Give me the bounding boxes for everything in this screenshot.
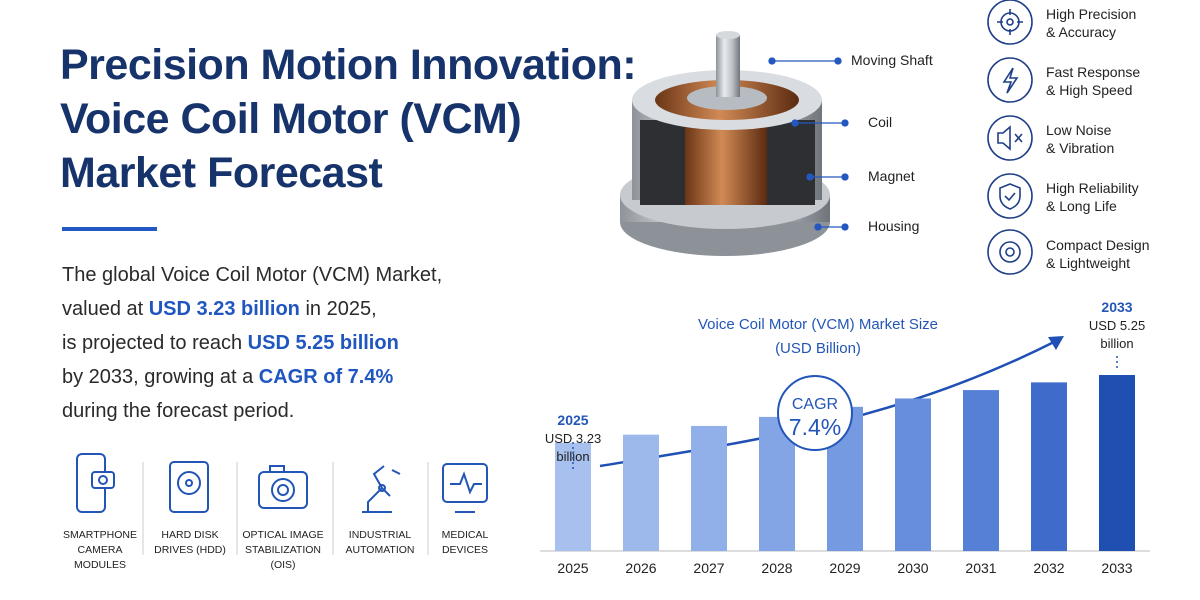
annotation-text: USD 3.23: [545, 431, 601, 446]
feature-line: High Reliability: [1046, 180, 1139, 196]
feature: Low Noise & Vibration: [1046, 121, 1114, 157]
app-label: SMARTPHONE CAMERA MODULES: [50, 528, 150, 573]
feature-line: High Precision: [1046, 6, 1137, 22]
motor-label: Magnet: [868, 168, 915, 184]
bar: [1031, 382, 1067, 551]
feature-line: Low Noise: [1046, 122, 1112, 138]
chart-title: (USD Billion): [775, 340, 861, 357]
bar: [963, 390, 999, 551]
cagr-value: 7.4%: [789, 414, 841, 440]
app-line: DRIVES (HDD): [154, 544, 226, 556]
x-tick-label: 2033: [1101, 560, 1132, 576]
app-line: STABILIZATION: [244, 544, 322, 556]
app-label: MEDICAL DEVICES: [415, 528, 515, 558]
feature: High Precision & Accuracy: [1046, 5, 1136, 41]
motor-label: Moving Shaft: [851, 52, 933, 68]
bar: [1099, 375, 1135, 551]
app-icons: [76, 453, 488, 513]
x-tick-label: 2031: [965, 560, 996, 576]
app-label: HARD DISK DRIVES (HDD): [140, 528, 240, 558]
app-line: DEVICES: [441, 544, 489, 556]
x-tick-label: 2027: [693, 560, 724, 576]
text: in 2025,: [299, 298, 377, 320]
chart-title: Voice Coil Motor (VCM) Market Size: [698, 316, 938, 333]
feature-line: & Lightweight: [1046, 255, 1131, 271]
feature: Compact Design & Lightweight: [1046, 236, 1150, 272]
annotation-text: billion: [1100, 336, 1133, 351]
motor-label: Housing: [868, 218, 920, 234]
x-tick-label: 2025: [557, 560, 588, 576]
description: The global Voice Coil Motor (VCM) Market…: [62, 258, 442, 428]
title: Precision Motion Innovation: Voice Coil …: [60, 38, 637, 200]
feature-line: Fast Response: [1046, 64, 1141, 80]
feature-line: & Long Life: [1046, 198, 1117, 214]
app-line: MEDICAL: [441, 529, 489, 541]
highlight: USD 5.25 billion: [247, 332, 399, 354]
app-line: INDUSTRIAL: [348, 529, 412, 541]
x-tick-label: 2028: [761, 560, 792, 576]
feature-line: & High Speed: [1046, 82, 1133, 98]
app-line: AUTOMATION: [345, 544, 415, 556]
app-line: OPTICAL IMAGE: [242, 529, 324, 541]
app-line: (OIS): [270, 559, 296, 571]
underline: [62, 227, 157, 231]
text: is projected to reach: [62, 332, 248, 354]
text: by 2033, growing at a: [62, 366, 259, 388]
text: valued at: [62, 298, 149, 320]
app-line: MODULES: [74, 559, 126, 571]
x-tick-label: 2026: [625, 560, 656, 576]
feature-icons: [987, 0, 1033, 275]
highlight: CAGR of 7.4%: [258, 366, 394, 388]
text: The global Voice Coil Motor (VCM) Market…: [62, 264, 443, 286]
title-line: Market Forecast: [60, 149, 383, 197]
app-line: SMARTPHONE: [63, 529, 137, 541]
annotation-text: billion: [556, 449, 589, 464]
title-line: Precision Motion Innovation:: [60, 41, 637, 89]
bar: [895, 398, 931, 551]
x-tick-label: 2030: [897, 560, 928, 576]
text: during the forecast period.: [62, 400, 295, 422]
arrow-head: [1048, 336, 1064, 350]
feature: Fast Response & High Speed: [1046, 63, 1140, 99]
bar: [691, 425, 727, 551]
title-line: Voice Coil Motor (VCM): [60, 95, 522, 143]
feature-line: & Accuracy: [1046, 24, 1117, 40]
motor-label: Coil: [868, 114, 893, 130]
x-tick-label: 2029: [829, 560, 860, 576]
bar: [555, 442, 591, 551]
x-tick-label: 2032: [1033, 560, 1064, 576]
annotation-text: USD 5.25: [1089, 318, 1145, 333]
app-line: HARD DISK: [161, 529, 219, 541]
annotation-year: 2033: [1101, 299, 1132, 315]
app-label: OPTICAL IMAGE STABILIZATION (OIS): [233, 528, 333, 573]
chart: Voice Coil Motor (VCM) Market Size (USD B…: [540, 299, 1150, 576]
app-label: INDUSTRIAL AUTOMATION: [330, 528, 430, 558]
bar: [623, 434, 659, 551]
motor-pointers: [768, 57, 849, 231]
cagr-label: CAGR: [792, 396, 838, 413]
annotation-year: 2025: [557, 412, 588, 428]
app-line: CAMERA: [77, 544, 123, 556]
feature-line: Compact Design: [1046, 237, 1150, 253]
motor-illustration: [620, 31, 830, 256]
highlight: USD 3.23 billion: [148, 298, 300, 320]
feature: High Reliability & Long Life: [1046, 179, 1139, 215]
separators: [142, 462, 429, 555]
feature-line: & Vibration: [1046, 140, 1115, 156]
cagr-badge: [777, 375, 853, 451]
